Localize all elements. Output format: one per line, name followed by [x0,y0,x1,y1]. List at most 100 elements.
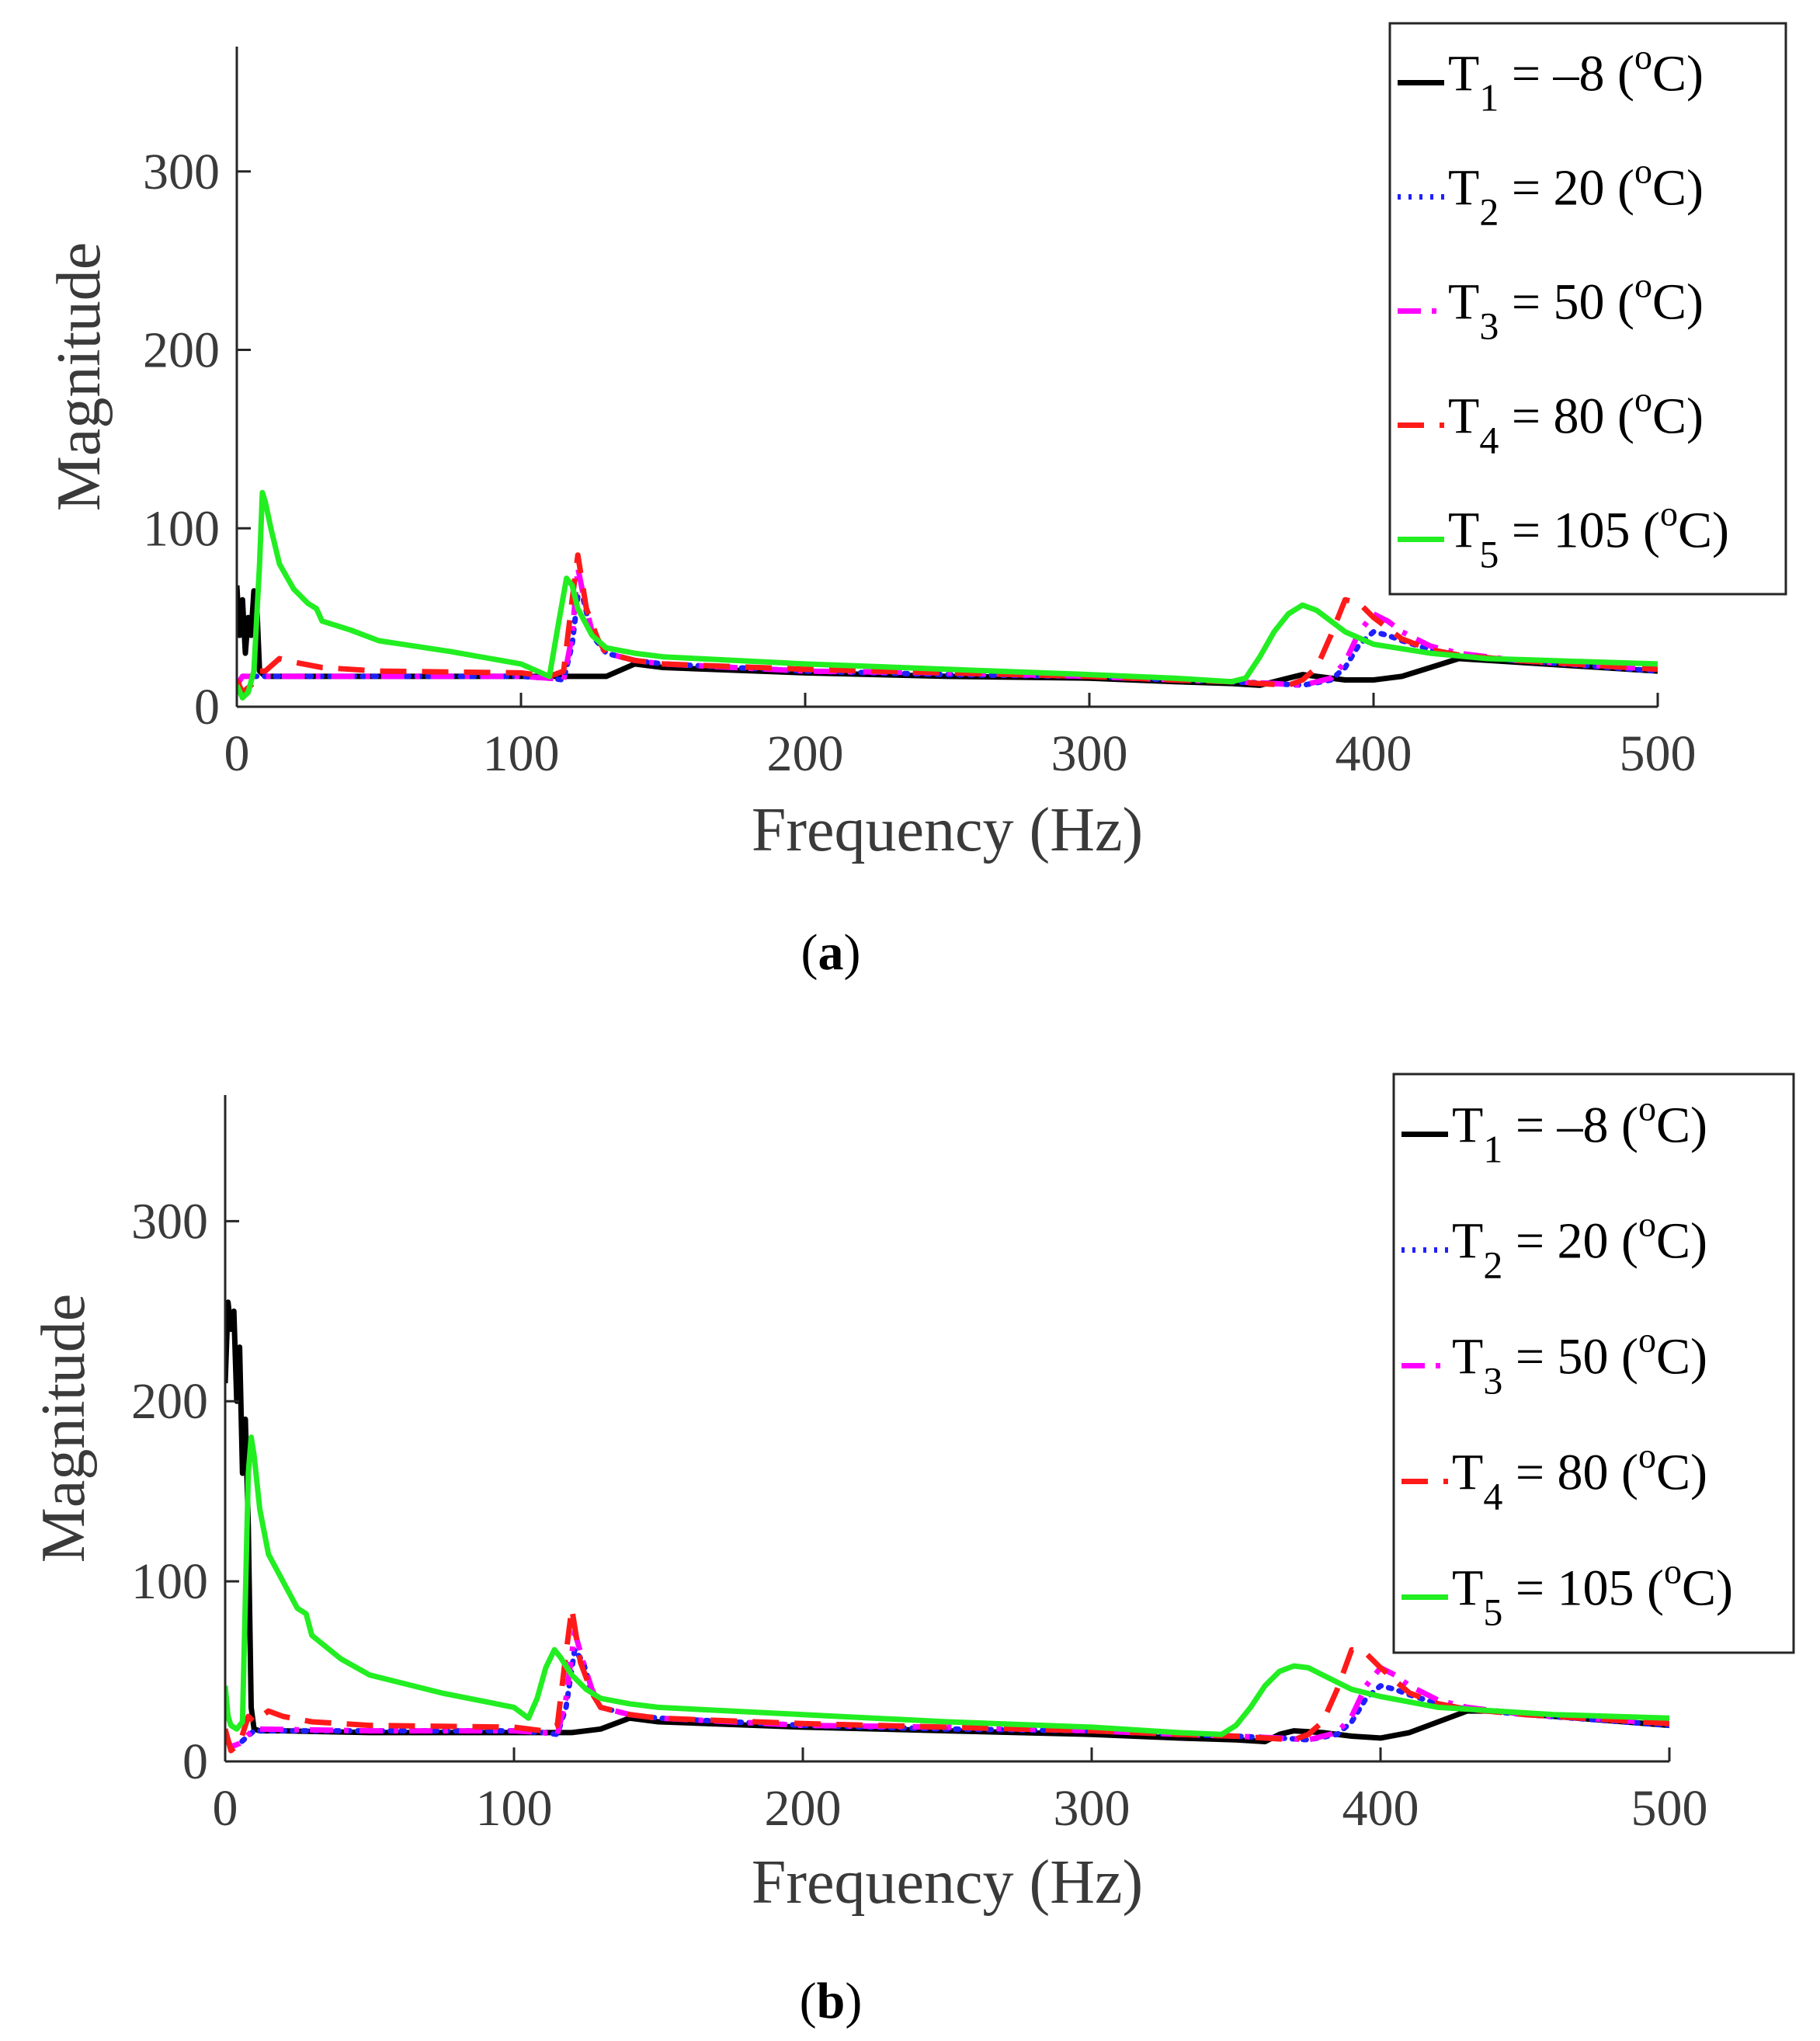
legend-value: = 20 ( [1502,1212,1638,1269]
legend-unit: C) [1678,502,1729,558]
legend-label-t3: T3 = 50 (oC) [1452,1320,1707,1402]
legend-symbol: T [1452,1559,1483,1616]
caption-letter: b [817,1973,846,2029]
legend-value: = –8 ( [1499,45,1634,102]
legend-superscript: o [1634,265,1652,304]
legend-value: = –8 ( [1502,1097,1638,1153]
y-tick-label: 100 [131,1553,208,1610]
legend-label-t2: T2 = 20 (oC) [1448,151,1704,233]
legend-label-t1: T1 = –8 (oC) [1452,1088,1707,1170]
legend-label-t4: T4 = 80 (oC) [1448,379,1704,461]
legend-subscript: 2 [1483,1243,1502,1286]
legend-box [1388,22,1787,596]
series-line-t4 [225,1605,1669,1754]
legend-label-t3: T3 = 50 (oC) [1448,265,1704,347]
caption-open: ( [800,1973,817,2029]
panel-b: 0 100 200 300 400 500 0 100 200 300 Frequency (Hz)… [30,1073,1795,2029]
legend-subscript: 3 [1479,304,1499,347]
legend-unit: C) [1682,1559,1733,1616]
x-tick-label: 300 [1054,1780,1131,1837]
panel-caption: (b) [800,1973,863,2029]
x-tick-label: 100 [483,725,560,782]
x-tick-label: 100 [476,1780,553,1837]
legend-value: = 80 ( [1499,388,1634,444]
x-tick-label: 200 [765,1780,842,1837]
legend-subscript: 4 [1483,1474,1502,1518]
legend-subscript: 3 [1483,1358,1502,1402]
series-group [237,489,1658,701]
legend-value: = 105 ( [1502,1559,1664,1616]
legend-label-t1: T1 = –8 (oC) [1448,37,1704,119]
legend-value: = 20 ( [1499,159,1634,216]
legend-superscript: o [1664,1551,1682,1591]
legend-symbol: T [1448,502,1479,558]
legend-value: = 105 ( [1499,502,1660,558]
legend-symbol: T [1448,388,1479,444]
legend-superscript: o [1634,37,1652,76]
x-tick-label: 300 [1051,725,1128,782]
x-axis-label: Frequency (Hz) [752,1848,1143,1917]
legend-unit: C) [1652,45,1704,102]
x-tick-label: 0 [213,1780,238,1837]
legend-symbol: T [1448,159,1479,216]
y-tick-label: 200 [131,1373,208,1430]
series-line-t5 [237,489,1658,701]
caption-close: ) [845,1973,862,2029]
legend-superscript: o [1660,493,1678,533]
series-line-t5 [225,1434,1669,1737]
panel-a: 0 100 200 300 400 500 0 100 200 300 Frequency (Hz)… [45,22,1787,981]
legend-symbol: T [1452,1097,1483,1153]
legend-superscript: o [1638,1435,1656,1475]
series-line-t1 [225,1299,1669,1744]
legend-value: = 50 ( [1499,273,1634,330]
legend-subscript: 5 [1479,532,1499,575]
x-axis-label: Frequency (Hz) [752,796,1143,864]
legend-label-t5: T5 = 105 (oC) [1448,493,1729,575]
y-tick-label: 0 [194,679,220,735]
x-tick-label: 500 [1620,725,1697,782]
legend-symbol: T [1448,45,1479,102]
legend-unit: C) [1652,159,1704,216]
caption-letter: a [818,924,844,981]
caption-open: ( [801,924,818,981]
series-line-t1 [237,585,1658,688]
legend: T1 = –8 (oC)T2 = 20 (oC)T3 = 50 (oC)T4 =… [1392,1073,1795,1654]
panel-caption: (a) [801,924,861,981]
y-tick-label: 300 [131,1193,208,1250]
legend-symbol: T [1448,273,1479,330]
x-tick-label: 0 [224,725,250,782]
y-axis-label: Magnitude [45,242,113,512]
legend-unit: C) [1652,388,1704,444]
legend-subscript: 4 [1479,418,1499,461]
legend-unit: C) [1656,1328,1707,1385]
legend-superscript: o [1638,1088,1656,1128]
legend-value: = 80 ( [1502,1444,1638,1500]
legend-unit: C) [1656,1212,1707,1269]
x-tick-label: 400 [1342,1780,1419,1837]
legend-subscript: 2 [1479,189,1499,233]
legend-symbol: T [1452,1212,1483,1269]
caption-close: ) [844,924,861,981]
x-tick-label: 500 [1631,1780,1708,1837]
legend-subscript: 5 [1483,1590,1502,1633]
legend-unit: C) [1652,273,1704,330]
legend-superscript: o [1634,379,1652,419]
legend-value: = 50 ( [1502,1328,1638,1385]
y-tick-label: 0 [182,1733,208,1790]
series-line-t3 [225,1629,1669,1750]
legend-superscript: o [1638,1204,1656,1243]
legend-symbol: T [1452,1444,1483,1500]
series-group [225,1299,1669,1754]
x-tick-label: 200 [767,725,844,782]
y-axis-label: Magnitude [30,1294,98,1563]
series-line-t4 [237,552,1658,696]
x-tick-label: 400 [1335,725,1412,782]
legend: T1 = –8 (oC)T2 = 20 (oC)T3 = 50 (oC)T4 =… [1388,22,1787,596]
legend-subscript: 1 [1483,1127,1502,1170]
legend-unit: C) [1656,1444,1707,1500]
legend-label-t4: T4 = 80 (oC) [1452,1435,1707,1518]
y-tick-label: 300 [143,144,220,200]
legend-symbol: T [1452,1328,1483,1385]
legend-subscript: 1 [1479,75,1499,119]
